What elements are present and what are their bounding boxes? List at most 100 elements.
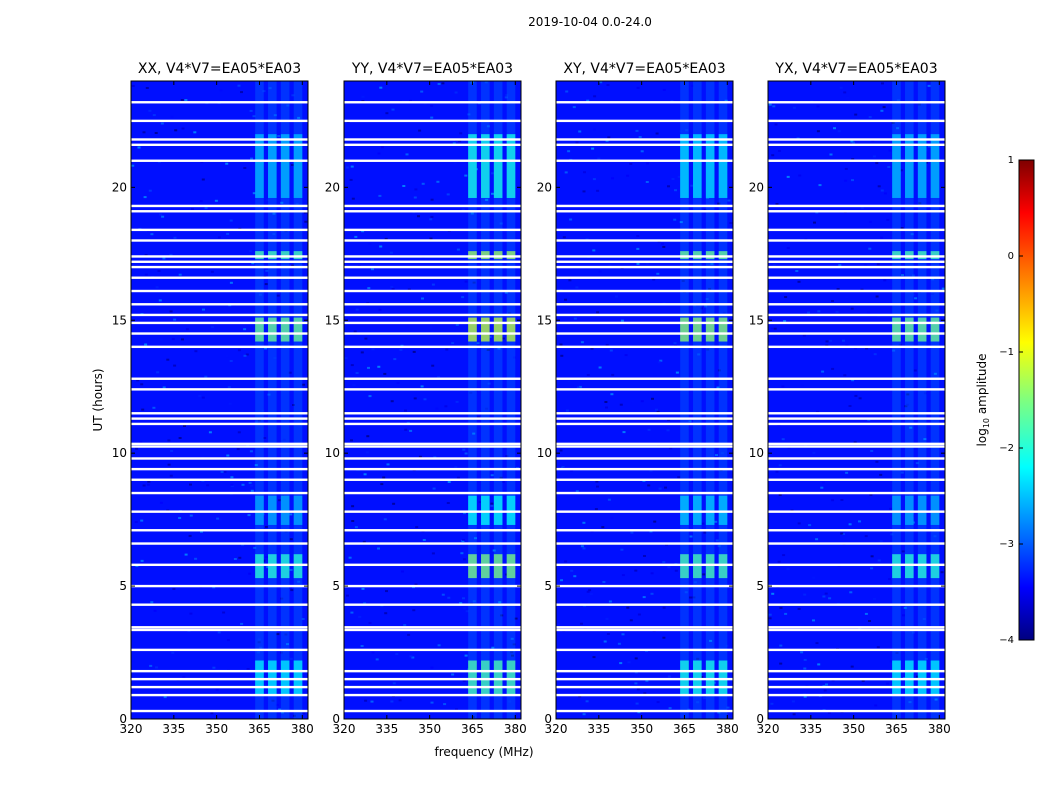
noise-cell	[605, 139, 609, 142]
rfi-block	[693, 251, 702, 260]
x-tick-label: 320	[120, 722, 143, 736]
flagged-row	[556, 228, 733, 232]
noise-cell	[797, 280, 801, 283]
flagged-row	[344, 138, 521, 141]
flagged-row	[131, 445, 308, 448]
rfi-block	[293, 554, 303, 579]
noise-cell	[131, 84, 135, 87]
noise-cell	[940, 527, 944, 530]
noise-cell	[478, 501, 482, 504]
flagged-row	[768, 584, 945, 588]
flagged-row	[131, 159, 308, 162]
noise-cell	[409, 429, 413, 432]
rfi-block	[917, 660, 927, 696]
noise-cell	[714, 254, 718, 257]
flagged-row	[556, 265, 733, 269]
noise-cell	[606, 633, 610, 635]
noise-cell	[284, 530, 288, 533]
noise-cell	[218, 518, 222, 521]
noise-cell	[272, 212, 276, 215]
noise-cell	[677, 476, 681, 479]
noise-cell	[414, 188, 418, 191]
noise-cell	[849, 591, 853, 594]
flagged-row	[131, 332, 308, 335]
flagged-row	[768, 313, 945, 317]
y-tick-label: 20	[112, 180, 127, 194]
noise-cell	[668, 707, 672, 710]
noise-cell	[149, 664, 153, 667]
noise-cell	[868, 116, 872, 119]
noise-cell	[354, 526, 358, 529]
noise-cell	[173, 364, 177, 367]
noise-cell	[492, 549, 496, 552]
flagged-row	[344, 276, 521, 279]
noise-cell	[508, 700, 512, 703]
flagged-row	[768, 709, 945, 713]
y-tick-label: 20	[749, 180, 764, 194]
noise-cell	[901, 550, 905, 553]
noise-cell	[267, 393, 271, 396]
noise-cell	[870, 450, 874, 452]
noise-cell	[167, 463, 171, 466]
noise-cell	[817, 310, 821, 313]
noise-cell	[774, 123, 778, 126]
noise-cell	[161, 215, 165, 218]
y-tick-label: 5	[544, 579, 552, 593]
noise-cell	[252, 115, 256, 118]
rfi-block	[718, 317, 728, 342]
noise-cell	[280, 201, 284, 204]
noise-cell	[573, 575, 577, 578]
noise-cell	[567, 380, 571, 383]
y-tick-label: 10	[749, 446, 764, 460]
noise-cell	[229, 219, 233, 222]
noise-cell	[854, 347, 858, 350]
noise-cell	[899, 169, 903, 172]
noise-cell	[276, 294, 280, 297]
noise-cell	[635, 129, 639, 132]
noise-cell	[640, 400, 644, 403]
noise-cell	[700, 676, 704, 679]
noise-cell	[586, 99, 590, 102]
noise-cell	[580, 545, 584, 548]
rfi-block	[493, 660, 503, 696]
noise-cell	[395, 653, 399, 656]
noise-cell	[438, 532, 442, 534]
noise-cell	[692, 596, 696, 599]
flagged-row	[344, 417, 521, 420]
rfi-block	[905, 495, 914, 525]
x-tick-label: 350	[418, 722, 441, 736]
noise-cell	[650, 572, 654, 575]
noise-cell	[514, 617, 518, 620]
flagged-row	[344, 445, 521, 448]
noise-cell	[578, 130, 582, 133]
flagged-row	[131, 677, 308, 681]
noise-cell	[485, 407, 489, 410]
noise-cell	[650, 592, 654, 595]
flagged-row	[131, 693, 308, 697]
noise-cell	[645, 679, 649, 682]
noise-cell	[288, 371, 292, 374]
noise-cell	[487, 382, 491, 385]
y-tick-label: 5	[119, 579, 127, 593]
rfi-block	[280, 554, 290, 579]
noise-cell	[170, 450, 174, 452]
noise-cell	[779, 606, 783, 609]
noise-cell	[593, 128, 596, 131]
flagged-row	[131, 478, 308, 481]
flagged-row	[131, 467, 308, 471]
noise-cell	[850, 665, 854, 668]
x-tick-label: 380	[291, 722, 314, 736]
noise-cell	[171, 651, 175, 654]
flagged-row	[556, 677, 733, 681]
rfi-block	[917, 251, 927, 260]
noise-cell	[276, 633, 280, 636]
noise-cell	[470, 81, 473, 84]
flagged-row	[131, 626, 308, 629]
noise-cell	[385, 590, 388, 593]
noise-cell	[570, 384, 574, 387]
noise-cell	[883, 279, 887, 282]
noise-cell	[931, 278, 935, 281]
noise-cell	[912, 631, 915, 634]
flagged-row	[556, 626, 733, 629]
noise-cell	[640, 150, 644, 153]
